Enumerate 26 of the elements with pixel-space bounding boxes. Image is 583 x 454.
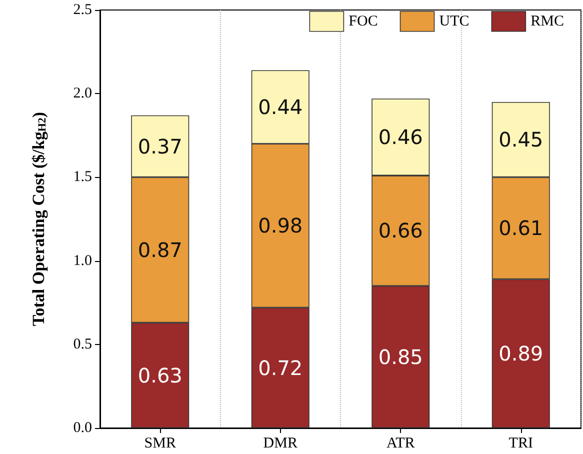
legend-label: RMC [530,13,564,30]
y-tick-label: 1.5 [73,169,92,186]
data-label: 0.98 [258,214,303,238]
data-label: 0.72 [258,356,303,380]
x-tick-label: DMR [263,436,298,452]
data-label: 0.61 [498,216,544,240]
y-tick-label: 1.0 [73,252,92,269]
data-label: 0.45 [498,128,544,152]
x-tick-label: ATR [386,436,415,452]
data-label: 0.37 [138,134,182,158]
data-label: 0.85 [378,344,423,369]
y-tick-label: 0.0 [73,420,92,436]
legend-label: FOC [348,13,378,30]
x-tick-label: TRI [508,436,533,452]
data-label: 0.63 [138,363,182,388]
y-axis-title: Total Operating Cost ($/kgH2) [29,112,48,326]
data-label: 0.44 [258,94,303,119]
legend-label: UTC [439,13,470,30]
x-tick-label: SMR [144,436,176,452]
data-label: 0.87 [138,238,182,262]
y-tick-label: 0.5 [73,336,92,352]
y-tick-label: 2.0 [73,86,92,102]
data-label: 0.66 [378,218,423,243]
data-label: 0.89 [498,342,544,366]
y-tick-label: 2.5 [73,2,92,18]
data-label: 0.46 [378,125,423,150]
